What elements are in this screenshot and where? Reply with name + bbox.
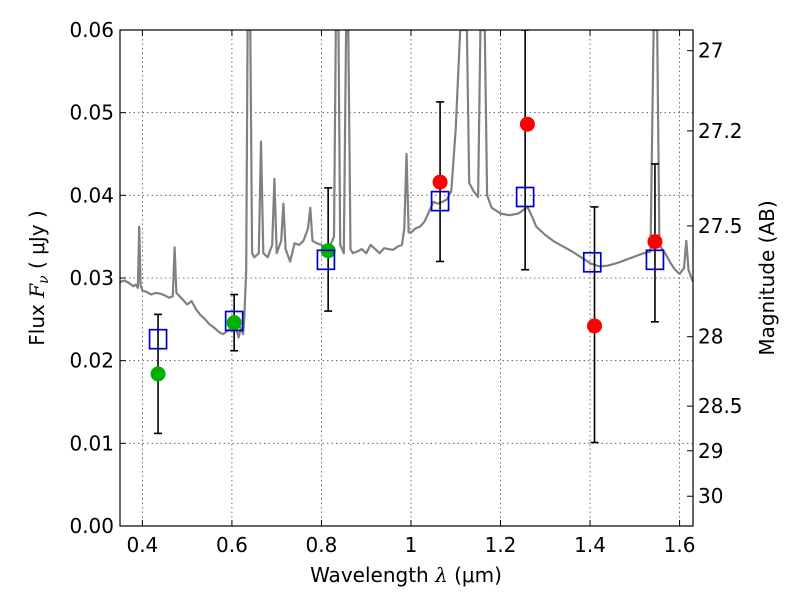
y2-tick-label: 27 <box>698 39 723 63</box>
y2-tick-label: 28 <box>698 325 723 349</box>
x-tick-label: 1.4 <box>574 533 606 557</box>
data-point-circle <box>587 318 603 334</box>
spectrum-line <box>120 30 693 339</box>
data-point-square <box>645 249 665 271</box>
y2-tick-label: 27.5 <box>698 214 743 238</box>
y-tick-label: 0.01 <box>69 431 114 455</box>
y2-axis-ticks: 27 27.2 27.5 28 28.5 29 30 <box>687 39 743 508</box>
y2-axis-label: Magnitude (AB) <box>755 200 779 355</box>
x-tick-label: 0.8 <box>306 533 338 557</box>
y2-tick-label: 30 <box>698 484 723 508</box>
data-point-square <box>515 186 535 208</box>
data-point-square <box>430 190 450 212</box>
y2-tick-label: 27.2 <box>698 119 743 143</box>
data-point-square <box>224 310 244 332</box>
data-markers <box>148 116 665 382</box>
y-tick-label: 0.00 <box>69 514 114 538</box>
data-point-square <box>582 251 602 273</box>
y-tick-label: 0.03 <box>69 266 114 290</box>
data-point-square <box>316 249 336 271</box>
grid <box>120 30 693 526</box>
x-tick-label: 0.6 <box>216 533 248 557</box>
y-tick-label: 0.05 <box>69 101 114 125</box>
y-tick-label: 0.02 <box>69 349 114 373</box>
y2-tick-label: 29 <box>698 439 723 463</box>
model-spectrum <box>120 30 693 339</box>
y-axis-label: Flux Fν ( μJy ) <box>25 210 52 345</box>
data-point-circle <box>226 315 242 331</box>
y-tick-label: 0.06 <box>69 18 114 42</box>
x-tick-label: 0.4 <box>126 533 158 557</box>
y2-tick-label: 28.5 <box>698 394 743 418</box>
data-point-circle <box>647 234 663 250</box>
x-axis-label: Wavelength λ (μm) <box>310 563 502 587</box>
x-tick-label: 1.2 <box>485 533 517 557</box>
data-point-circle <box>519 116 535 132</box>
data-point-circle <box>432 174 448 190</box>
x-axis-ticks: 0.4 0.6 0.8 1 1.2 1.4 1.6 <box>126 30 695 557</box>
data-point-circle <box>150 366 166 382</box>
x-tick-label: 1.6 <box>664 533 696 557</box>
x-tick-label: 1 <box>405 533 418 557</box>
data-point-square <box>148 328 168 350</box>
y-axis-ticks: 0.00 0.01 0.02 0.03 0.04 0.05 0.06 <box>69 18 126 538</box>
y-tick-label: 0.04 <box>69 183 114 207</box>
